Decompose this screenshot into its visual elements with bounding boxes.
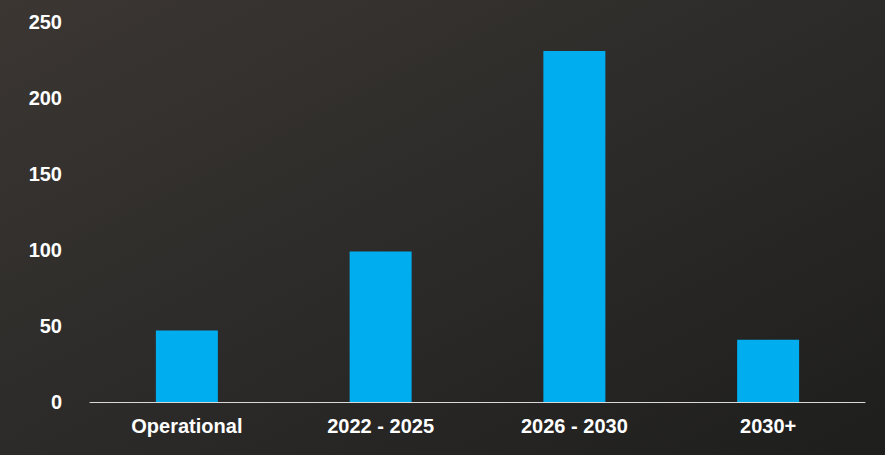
svg-text:100: 100 (29, 239, 62, 261)
svg-text:50: 50 (40, 315, 62, 337)
svg-text:Operational: Operational (131, 415, 242, 437)
svg-text:2030+: 2030+ (740, 415, 796, 437)
svg-text:2022 - 2025: 2022 - 2025 (327, 415, 434, 437)
svg-text:250: 250 (29, 11, 62, 33)
svg-text:200: 200 (29, 87, 62, 109)
svg-text:150: 150 (29, 163, 62, 185)
svg-text:0: 0 (51, 391, 62, 413)
svg-text:2026 - 2030: 2026 - 2030 (521, 415, 628, 437)
